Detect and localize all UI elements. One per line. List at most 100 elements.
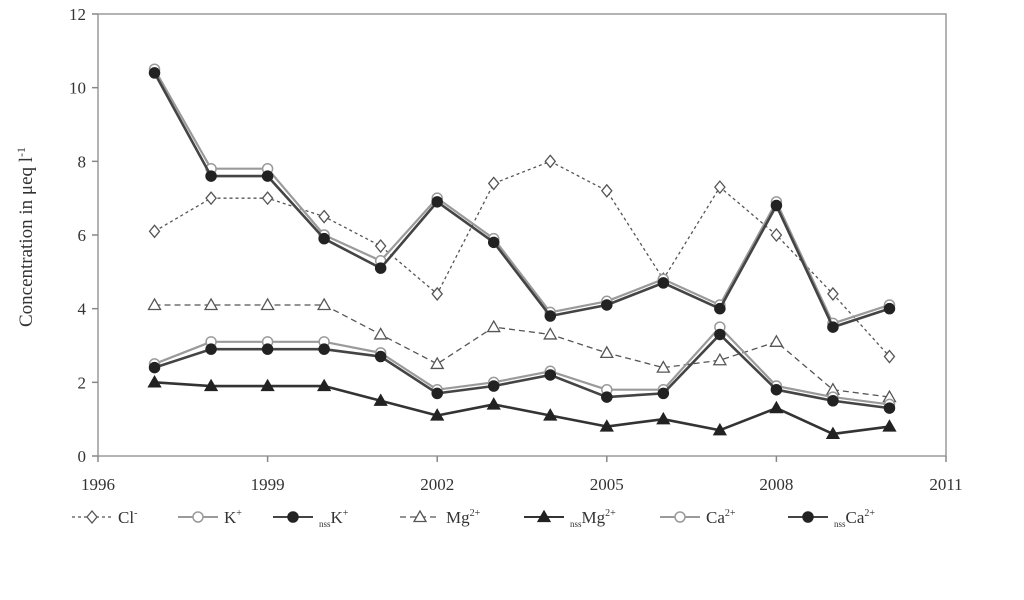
y-tick-label-3: 6 (78, 226, 87, 245)
series-line-4 (154, 381, 890, 436)
series-4-point-4 (373, 393, 388, 406)
series-4-point-3 (317, 378, 332, 392)
series-4-point-11 (769, 400, 784, 414)
legend-label-sub-6: nss (834, 519, 846, 529)
series-2-point-1 (205, 170, 217, 182)
series-6-point-11 (770, 383, 783, 396)
x-axis: 1996 1999 2002 2005 2008 2011 (81, 456, 963, 494)
series-2-point-10 (714, 302, 726, 315)
legend-marker-5 (674, 511, 686, 523)
series-3-point-9 (656, 360, 671, 373)
series-0-point-10 (714, 180, 726, 195)
series-2-point-5 (431, 196, 443, 208)
y-tick-label-2: 4 (78, 300, 87, 319)
series-0-point-0 (148, 224, 161, 239)
series-4-point-2 (260, 378, 275, 392)
series-6-point-8 (601, 391, 613, 403)
legend-label-sub-2: nss (319, 519, 331, 529)
x-tick-label-3: 2005 (590, 475, 624, 494)
legend-label-sub-4: nss (570, 519, 582, 529)
series-2-point-3 (318, 232, 330, 245)
series-0-point-6 (487, 176, 500, 191)
series-6-point-7 (544, 369, 557, 381)
legend-label-sup-5: 2+ (725, 508, 736, 519)
series-2-point-12 (827, 321, 839, 333)
legend-label-sup-2: + (343, 508, 349, 519)
series-3 (147, 297, 897, 403)
legend-marker-1 (192, 511, 204, 523)
series-3-point-1 (203, 297, 219, 311)
legend-item-4: nssMg2+ (524, 508, 616, 529)
series-2-point-7 (544, 310, 557, 322)
series-0-point-12 (827, 286, 839, 301)
legend-marker-3 (412, 509, 428, 523)
legend-label-sup-0: - (134, 508, 137, 519)
series-6-point-5 (431, 387, 443, 400)
legend-marker-2 (287, 511, 299, 523)
series-4-point-12 (825, 426, 841, 440)
series-0-point-4 (374, 239, 387, 254)
legend-label-5: Ca2+ (706, 508, 736, 527)
legend-marker-6 (802, 511, 814, 523)
series-4-point-1 (203, 378, 219, 392)
series-0 (148, 154, 896, 364)
legend-item-2: nssK+ (273, 508, 349, 529)
x-tick-label-5: 2011 (929, 475, 962, 494)
series-line-3 (154, 304, 890, 398)
series-6-point-10 (714, 328, 726, 341)
series-6-point-6 (487, 380, 500, 392)
series-6-point-12 (827, 395, 839, 407)
plot-border (97, 13, 947, 457)
legend-label-sup-3: 2+ (470, 508, 481, 519)
legend: Cl- K+nssK+ Mg2+nssMg2+ Ca2+nssCa2+ (72, 508, 875, 529)
legend-label-name-0: Cl (118, 508, 134, 527)
legend-label-name-5: Ca (706, 508, 725, 527)
series-2 (148, 67, 896, 333)
series-4-point-8 (599, 419, 614, 432)
legend-marker-0 (86, 509, 98, 525)
series-line-5 (154, 325, 890, 406)
series-3-point-4 (373, 327, 388, 340)
legend-item-5: Ca2+ (660, 508, 736, 527)
legend-item-6: nssCa2+ (788, 508, 875, 529)
series-3-point-10 (712, 352, 727, 366)
y-tick-label-4: 8 (78, 152, 87, 171)
series-2-point-4 (374, 262, 387, 274)
series-4-point-13 (882, 419, 897, 432)
series-6-point-2 (261, 343, 274, 355)
series-0-point-13 (883, 349, 896, 364)
series-3-point-0 (147, 297, 162, 311)
series-3-point-3 (317, 297, 332, 311)
legend-label-sup-1: + (236, 508, 242, 519)
y-tick-label-0: 0 (78, 447, 87, 466)
y-tick-label-5: 10 (69, 79, 86, 98)
series-line-2 (153, 72, 890, 329)
series-4-point-5 (430, 408, 445, 421)
y-axis-title-sup: -1 (14, 147, 28, 157)
series-3-point-2 (260, 297, 275, 311)
legend-label-6: nssCa2+ (834, 508, 875, 529)
series-0-point-11 (770, 227, 783, 243)
series-6-point-3 (318, 343, 330, 355)
legend-label-1: K+ (224, 508, 242, 527)
y-axis-title: Concentration in μeq l-1 (14, 147, 37, 327)
series-0-point-3 (318, 209, 330, 224)
series-4-point-9 (656, 411, 671, 425)
series-6-point-0 (148, 361, 161, 374)
series-4-point-7 (543, 408, 558, 421)
y-axis: 0 2 4 6 8 10 12 (69, 5, 98, 466)
series-4-point-10 (712, 422, 727, 436)
plot-frame (97, 13, 947, 457)
series-1 (148, 63, 896, 330)
legend-item-0: Cl- (72, 508, 137, 527)
series-5 (148, 321, 896, 411)
series-3-point-11 (769, 334, 784, 347)
series-line-1 (153, 68, 890, 325)
series-6-point-9 (657, 387, 670, 400)
legend-label-name-1: K (224, 508, 237, 527)
series-line-0 (154, 160, 890, 357)
series-6 (148, 328, 896, 414)
series-2-point-2 (261, 170, 274, 182)
series-2-point-0 (148, 67, 161, 79)
